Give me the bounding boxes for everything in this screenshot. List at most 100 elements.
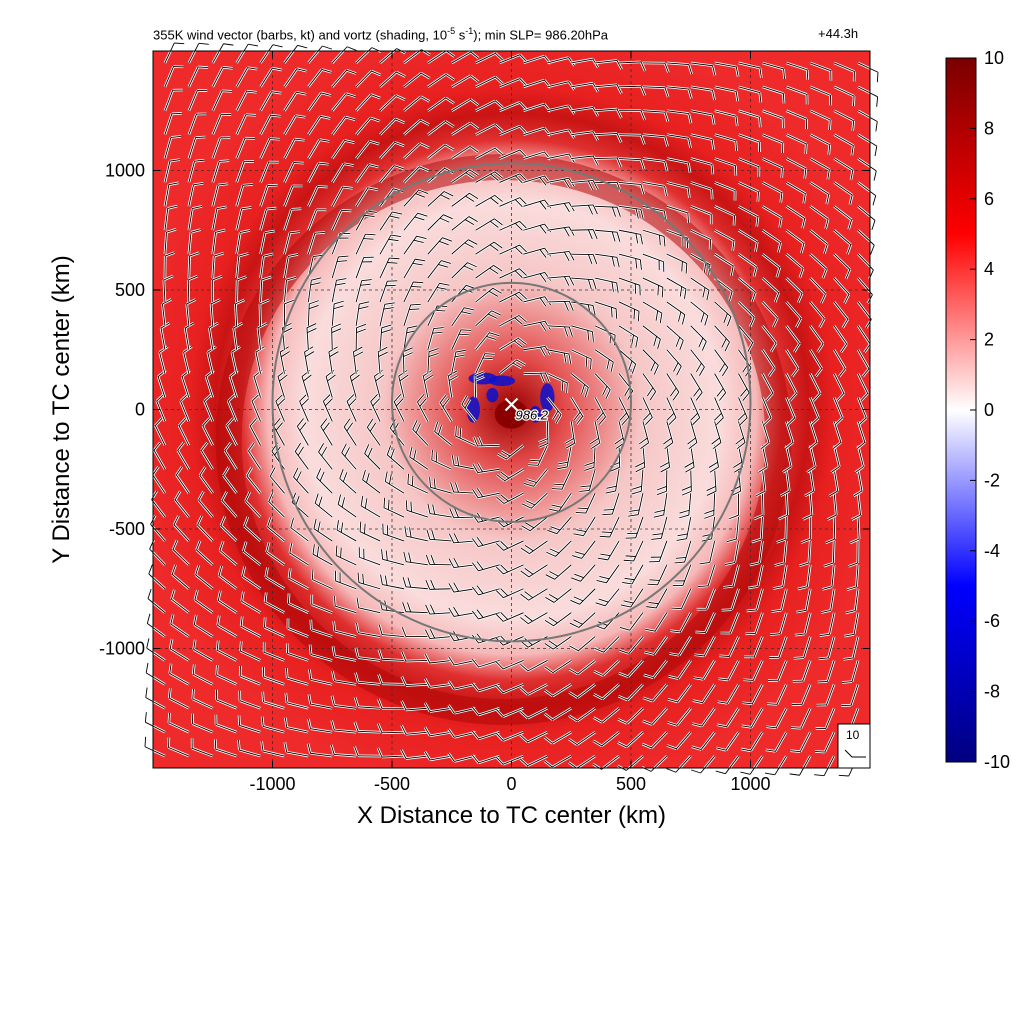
wind-barb-13 [154,417,167,446]
wind-barb-431 [471,487,500,499]
wind-barb-569 [593,683,620,701]
wind-barb-370 [426,503,452,519]
wind-barb-81 [211,228,226,255]
wind-barb-877 [851,493,862,521]
wind-barb-657 [666,731,692,751]
wind-barb-265 [355,140,380,160]
wind-barb-630 [643,659,668,679]
wind-barb-768 [761,229,782,253]
wind-barb-54 [187,158,205,183]
wind-barb-73 [201,417,214,446]
wind-barb-812 [794,612,812,637]
wind-barb-1 [144,712,166,734]
wind-barb-38 [171,539,190,566]
wind-barb-781 [768,636,788,659]
wind-barb-762 [761,373,774,402]
tc-center-x-marker [504,397,519,412]
wind-barb-256 [352,345,364,374]
colorbar-tick-label-9: -8 [984,682,1000,702]
wind-barb-406 [474,352,495,375]
wind-barb-138 [258,298,270,326]
wind-barb-786 [776,517,788,544]
wind-barb-709 [714,205,736,226]
wind-barb-6 [146,588,166,614]
wind-barb-717 [715,731,740,752]
wind-barb-158 [265,542,286,566]
wind-barb-352 [426,213,454,232]
wind-barb-368 [425,554,452,567]
wind-barb-91 [214,714,238,734]
wind-barb-192 [294,442,310,471]
wind-barb-221 [315,467,334,495]
wind-barb-376 [450,348,466,374]
wind-barb-793 [785,349,800,378]
wind-barb-856 [833,277,851,304]
wind-barb-85 [211,136,231,159]
wind-barb-152 [261,691,285,710]
wind-barb-39 [172,515,190,542]
wind-barb-125 [239,616,262,638]
wind-barb-208 [307,68,332,88]
wind-barb-182 [284,692,309,710]
wind-barb-350 [426,259,452,279]
wind-barb-233 [331,185,353,207]
wind-barb-60 [190,738,214,758]
wind-barb-464 [523,320,552,332]
wind-barb-716 [715,755,740,775]
wind-barb-126 [240,591,262,614]
wind-barb-331 [400,724,428,736]
wind-barb-711 [714,157,738,176]
wind-barb-647 [666,252,689,274]
wind-barb-624 [642,85,670,98]
wind-barb-12 [152,441,167,470]
wind-barb-390 [447,752,476,763]
wind-barb-413 [474,194,504,208]
wind-barb-134 [250,393,262,422]
wind-barb-541 [568,635,596,652]
wind-barb-591 [618,157,646,170]
wind-barb-345 [422,369,434,398]
wind-barb-374 [439,393,453,423]
wind-barb-573 [595,587,621,608]
wind-barb-744 [738,85,763,103]
wind-barb-814 [797,564,812,591]
wind-barb-184 [285,643,309,662]
wind-barb-145 [259,137,280,160]
wind-barb-289 [378,279,398,303]
wind-barb-826 [809,277,827,304]
wind-barb-823 [809,349,823,378]
wind-barb-629 [642,683,668,703]
wind-barb-20 [163,251,176,279]
wind-barb-894 [857,85,879,107]
wind-barb-784 [772,564,788,590]
wind-barb-699 [708,445,720,474]
wind-barb-574 [596,564,621,585]
wind-barb-889 [857,205,877,231]
wind-barb-653 [666,109,693,124]
wind-barb-291 [378,233,402,255]
wind-barb-570 [593,659,620,677]
wind-barb-766 [761,277,780,303]
wind-barb-679 [690,205,713,225]
wind-barb-42 [176,441,190,470]
wind-barb-772 [761,133,785,154]
wind-barb-545 [571,540,597,560]
wind-barb-530 [571,179,599,191]
wind-barb-241 [330,720,357,734]
wind-barb-144 [259,160,279,183]
wind-barb-362 [423,702,452,713]
wind-barb-785 [774,540,788,567]
wind-barb-172 [283,207,302,231]
wind-barb-185 [286,618,309,638]
wind-barb-864 [833,85,856,107]
wind-barb-763 [761,349,776,378]
wind-barb-559 [595,205,622,218]
wind-barb-140 [259,252,274,279]
wind-barb-476 [519,754,548,767]
wind-barb-735 [737,301,756,328]
wind-barb-808 [790,707,812,730]
wind-barb-132 [247,441,262,470]
wind-barb-359 [427,49,456,65]
wind-barb-66 [193,589,214,614]
wind-barb-417 [475,99,504,112]
